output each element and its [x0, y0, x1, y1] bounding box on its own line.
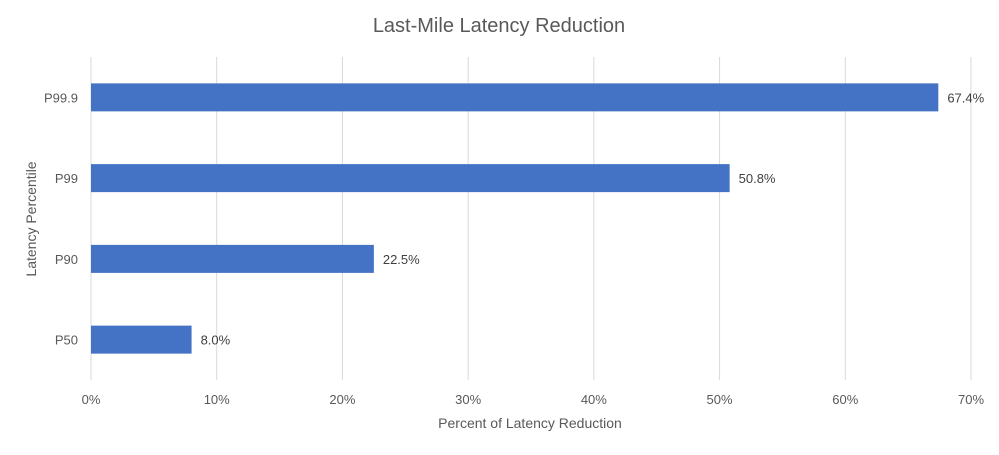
- bar-p99-9: [91, 83, 939, 112]
- x-tick-label: 40%: [581, 392, 607, 407]
- x-tick-label: 50%: [707, 392, 733, 407]
- x-tick-label: 20%: [329, 392, 355, 407]
- bar-p99: [91, 164, 730, 193]
- x-axis-ticks: 0% 10% 20% 30% 40% 50% 60% 70%: [82, 392, 985, 407]
- x-tick-label: 10%: [204, 392, 230, 407]
- y-tick-label: P50: [55, 333, 78, 348]
- bar-p90: [91, 244, 374, 273]
- y-axis-ticks: P99.9 P99 P90 P50: [44, 90, 78, 347]
- data-label: 50.8%: [739, 171, 776, 186]
- y-tick-label: P99: [55, 171, 78, 186]
- bars: [91, 83, 939, 354]
- y-tick-label: P90: [55, 252, 78, 267]
- y-axis-label: Latency Percentile: [23, 161, 39, 276]
- x-tick-label: 0%: [82, 392, 101, 407]
- data-label: 67.4%: [947, 90, 984, 105]
- y-tick-label: P99.9: [44, 90, 78, 105]
- data-label: 22.5%: [383, 252, 420, 267]
- x-tick-label: 70%: [958, 392, 984, 407]
- data-label: 8.0%: [201, 333, 231, 348]
- x-axis-label: Percent of Latency Reduction: [438, 415, 622, 431]
- x-tick-label: 60%: [832, 392, 858, 407]
- data-labels: 67.4% 50.8% 22.5% 8.0%: [201, 90, 985, 347]
- x-tick-label: 30%: [455, 392, 481, 407]
- bar-p50: [91, 325, 192, 354]
- chart-title: Last-Mile Latency Reduction: [373, 15, 625, 37]
